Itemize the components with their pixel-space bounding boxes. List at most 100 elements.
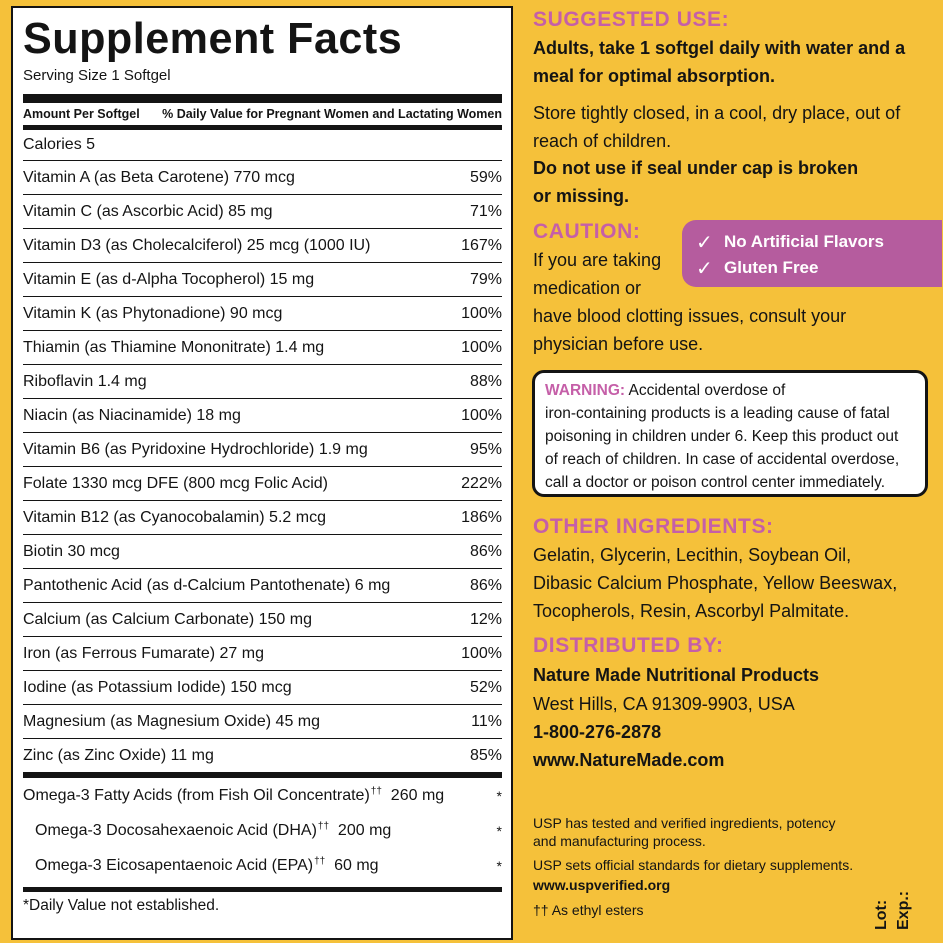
warning-box: WARNING: Accidental overdose of iron-con… [532, 370, 928, 497]
omega-name: Omega-3 Docosahexaenoic Acid (DHA) [35, 822, 317, 839]
omega-amount: 260 mg [390, 787, 445, 804]
facts-title: Supplement Facts [23, 14, 403, 63]
storage-line: Store tightly closed, in a cool, dry pla… [533, 103, 901, 123]
nutrient-name: Vitamin B12 (as Cyanocobalamin) 5.2 mcg [23, 508, 326, 526]
nutrient-dv: 79% [469, 270, 502, 288]
nutrient-row-calories: Calories 5 [23, 130, 502, 161]
usp-line: USP has tested and verified ingredients,… [533, 815, 836, 831]
nutrient-dv: 86% [469, 542, 502, 560]
nutrient-row: Iron (as Ferrous Fumarate) 27 mg 100% [23, 637, 502, 671]
distributed-by-heading: DISTRIBUTED BY: [533, 634, 724, 657]
supplement-facts-panel: Supplement Facts Serving Size 1 Softgel … [11, 6, 513, 940]
claim-label: Gluten Free [724, 258, 819, 277]
company-phone: 1-800-276-2878 [533, 722, 662, 742]
nutrient-dv: 71% [469, 202, 502, 220]
warning-line: of reach of children. In case of acciden… [545, 451, 900, 468]
nutrient-row: Riboflavin 1.4 mg 88% [23, 365, 502, 399]
amount-header-row: Amount Per Softgel % Daily Value for Pre… [23, 103, 502, 130]
nutrient-dv: 52% [469, 678, 502, 696]
nutrient-row: Folate 1330 mcg DFE (800 mcg Folic Acid)… [23, 467, 502, 501]
nutrient-name: Calcium (as Calcium Carbonate) 150 mg [23, 610, 312, 628]
amount-per-label: Amount Per Softgel [23, 107, 140, 121]
nutrient-dv: 222% [461, 474, 502, 492]
footnote-mark: †† [314, 856, 326, 867]
nutrient-dv: 88% [469, 372, 502, 390]
nutrient-dv: 100% [461, 338, 502, 356]
seal-line: Do not use if seal under cap is broken [533, 158, 859, 178]
caution-line: If you are taking [533, 250, 662, 270]
nutrient-dv: 167% [461, 236, 502, 254]
ingredients-line: Tocopherols, Resin, Ascorbyl Palmitate. [533, 601, 850, 621]
nutrient-name: Pantothenic Acid (as d-Calcium Pantothen… [23, 576, 391, 594]
omega-dv: * [496, 787, 502, 804]
warning-label: WARNING: [545, 382, 626, 399]
caution-line: physician before use. [533, 334, 704, 354]
omega-dv: * [496, 857, 502, 874]
nutrient-name: Riboflavin 1.4 mg [23, 372, 147, 390]
nutrient-name: Biotin 30 mcg [23, 542, 120, 560]
claim-item: ✓ Gluten Free [696, 255, 942, 281]
ingredients-line: Dibasic Calcium Phosphate, Yellow Beeswa… [533, 573, 898, 593]
nutrient-name: Iron (as Ferrous Fumarate) 27 mg [23, 644, 264, 662]
caution-line: medication or [533, 278, 642, 298]
omega-label: Omega-3 Fatty Acids (from Fish Oil Conce… [23, 786, 444, 805]
omega-row: Omega-3 Docosahexaenoic Acid (DHA)†† 200… [23, 813, 502, 848]
check-icon: ✓ [696, 257, 713, 280]
facts-thick-rule [23, 94, 502, 103]
lot-exp-area: Lot: Exp.: [871, 891, 915, 930]
label-right-column: SUGGESTED USE: Adults, take 1 softgel da… [531, 0, 942, 943]
nutrient-row: Vitamin K (as Phytonadione) 90 mcg 100% [23, 297, 502, 331]
nutrient-row: Magnesium (as Magnesium Oxide) 45 mg 11% [23, 705, 502, 739]
lot-label: Lot: [873, 899, 890, 930]
company-address: West Hills, CA 91309-9903, USA [533, 694, 795, 714]
company-website: www.NatureMade.com [533, 750, 725, 770]
serving-size: Serving Size 1 Softgel [23, 67, 171, 84]
nutrient-row: Thiamin (as Thiamine Mononitrate) 1.4 mg… [23, 331, 502, 365]
nutrient-name: Iodine (as Potassium Iodide) 150 mcg [23, 678, 292, 696]
storage-line: reach of children. [533, 131, 672, 151]
nutrient-name: Vitamin D3 (as Cholecalciferol) 25 mcg (… [23, 236, 371, 254]
nutrient-dv: 95% [469, 440, 502, 458]
nutrient-name: Zinc (as Zinc Oxide) 11 mg [23, 746, 214, 764]
footnote-mark: †† [317, 821, 330, 832]
warning-text: Accidental overdose of [625, 382, 786, 399]
omega-dv: * [496, 822, 502, 839]
facts-bottom-rule [23, 887, 502, 892]
omega-name: Omega-3 Eicosapentaenoic Acid (EPA) [35, 857, 314, 874]
omega-amount: 60 mg [334, 857, 379, 874]
ingredients-line: Gelatin, Glycerin, Lecithin, Soybean Oil… [533, 545, 852, 565]
footnote-mark: †† [370, 786, 382, 797]
nutrient-row: Vitamin A (as Beta Carotene) 770 mcg 59% [23, 161, 502, 195]
seal-line: or missing. [533, 186, 630, 206]
nutrient-row: Vitamin B6 (as Pyridoxine Hydrochloride)… [23, 433, 502, 467]
omega-label: Omega-3 Docosahexaenoic Acid (DHA)†† 200… [35, 821, 391, 840]
check-icon: ✓ [696, 231, 713, 254]
suggested-use-heading: SUGGESTED USE: [533, 8, 730, 31]
nutrient-dv: 100% [461, 406, 502, 424]
omega-label: Omega-3 Eicosapentaenoic Acid (EPA)†† 60… [35, 856, 379, 875]
nutrient-dv: 100% [461, 644, 502, 662]
usp-url: www.uspverified.org [533, 877, 671, 893]
claim-label: No Artificial Flavors [724, 232, 884, 251]
daily-value-footnote: *Daily Value not established. [23, 897, 220, 914]
nutrient-name: Calories 5 [23, 136, 96, 153]
warning-line: WARNING: Accidental overdose of [545, 379, 917, 402]
nutrient-name: Magnesium (as Magnesium Oxide) 45 mg [23, 712, 321, 730]
omega-name: Omega-3 Fatty Acids (from Fish Oil Conce… [23, 787, 370, 804]
company-name: Nature Made Nutritional Products [533, 665, 820, 685]
nutrient-row: Vitamin C (as Ascorbic Acid) 85 mg 71% [23, 195, 502, 229]
nutrient-name: Niacin (as Niacinamide) 18 mg [23, 406, 241, 424]
nutrient-name: Vitamin K (as Phytonadione) 90 mcg [23, 304, 283, 322]
daily-value-label: % Daily Value for Pregnant Women and Lac… [162, 107, 502, 121]
nutrient-row: Biotin 30 mcg 86% [23, 535, 502, 569]
nutrient-name: Vitamin E (as d-Alpha Tocopherol) 15 mg [23, 270, 315, 288]
nutrient-dv: 12% [469, 610, 502, 628]
nutrient-name: Folate 1330 mcg DFE (800 mcg Folic Acid) [23, 474, 329, 492]
omega-amount: 200 mg [337, 822, 392, 839]
nutrient-name: Vitamin A (as Beta Carotene) 770 mcg [23, 168, 295, 186]
directions-line: meal for optimal absorption. [533, 66, 776, 86]
nutrient-row: Pantothenic Acid (as d-Calcium Pantothen… [23, 569, 502, 603]
warning-line: poisoning in children under 6. Keep this… [545, 428, 899, 445]
nutrient-row: Vitamin B12 (as Cyanocobalamin) 5.2 mcg … [23, 501, 502, 535]
warning-line: call a doctor or poison control center i… [545, 474, 886, 491]
